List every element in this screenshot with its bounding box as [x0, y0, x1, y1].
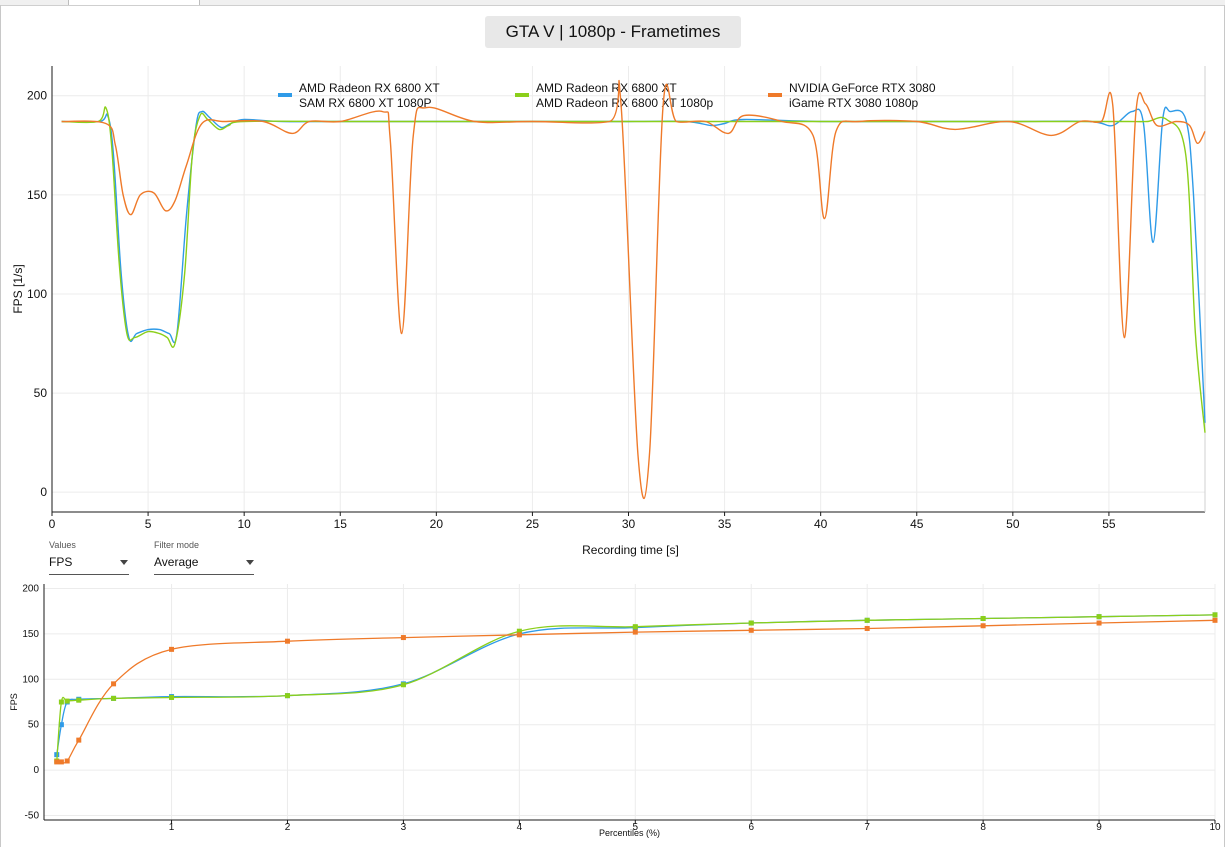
y-tick-label: 150 [27, 188, 47, 202]
legend-subtitle-3: iGame RTX 3080 1080p [789, 96, 919, 110]
pct-x-tick-label: 7 [864, 822, 870, 833]
pct-point-2 [1212, 612, 1218, 618]
x-tick-label: 45 [910, 517, 924, 531]
x-tick-label: 25 [526, 517, 540, 531]
x-tick-label: 35 [718, 517, 732, 531]
filter-mode-dropdown-underline [154, 574, 254, 575]
values-dropdown-underline [49, 574, 129, 575]
pct-point-3 [58, 759, 64, 765]
filter-mode-label: Filter mode [154, 540, 200, 550]
pct-y-tick-label: 150 [22, 629, 39, 640]
pct-x-tick-label: 4 [517, 822, 523, 833]
x-tick-label: 0 [49, 517, 56, 531]
x-tick-label: 15 [334, 517, 348, 531]
pct-x-tick-label: 8 [980, 822, 986, 833]
pct-x-tick-label: 9 [1096, 822, 1102, 833]
pct-point-3 [632, 629, 638, 635]
tab-strip [0, 0, 1225, 6]
pct-point-2 [516, 628, 522, 634]
pct-point-2 [1096, 614, 1102, 620]
y-tick-label: 50 [34, 386, 48, 400]
filter-mode-dropdown-value[interactable]: Average [154, 555, 199, 569]
pct-point-2 [169, 694, 175, 700]
pct-point-3 [284, 638, 290, 644]
legend-swatch-3 [768, 93, 782, 97]
y-tick-label: 100 [27, 287, 47, 301]
pct-series-line-1 [56, 614, 1216, 755]
pct-point-3 [400, 635, 406, 641]
pct-point-2 [864, 617, 870, 623]
y-tick-label: 200 [27, 89, 47, 103]
pct-point-3 [864, 625, 870, 631]
x-tick-label: 55 [1102, 517, 1116, 531]
pct-x-tick-label: 2 [285, 822, 291, 833]
pct-point-3 [76, 737, 82, 743]
pct-series-line-2 [56, 614, 1216, 762]
pct-point-2 [632, 624, 638, 630]
y-tick-label: 0 [40, 485, 47, 499]
pct-y-axis-title: FPS [9, 693, 19, 711]
pct-series-line-3 [56, 619, 1216, 764]
pct-x-tick-label: 1 [169, 822, 175, 833]
x-axis-title: Recording time [s] [582, 543, 679, 557]
legend-swatch-1 [278, 93, 292, 97]
pct-y-tick-label: 50 [28, 720, 40, 731]
pct-x-tick-label: 3 [401, 822, 407, 833]
x-tick-label: 50 [1006, 517, 1020, 531]
percentiles-chart: -50 0 50 100 150 200 1 2 3 4 5 6 7 8 9 10 Percentiles (%… [9, 584, 1221, 838]
pct-point-3 [516, 632, 522, 638]
pct-y-tick-label: 100 [22, 674, 39, 685]
legend-swatch-2 [515, 93, 529, 97]
pct-y-tick-label: 0 [33, 765, 39, 776]
legend-subtitle-2: AMD Radeon RX 6800 XT 1080p [536, 96, 714, 110]
frametimes-chart: 0 5 10 15 20 25 30 35 40 45 50 55 0 50 100 150 200 Record… [11, 66, 1206, 557]
pct-x-axis-title: Percentiles (%) [599, 828, 660, 838]
pct-point-2 [111, 695, 117, 701]
pct-point-3 [980, 623, 986, 629]
series-line-3 [61, 80, 1206, 500]
pct-point-3 [1096, 620, 1102, 626]
pct-point-2 [980, 615, 986, 621]
pct-point-3 [54, 759, 60, 765]
legend-name-3: NVIDIA GeForce RTX 3080 [789, 81, 936, 95]
legend-name-2: AMD Radeon RX 6800 XT [536, 81, 677, 95]
pct-point-1 [58, 722, 64, 728]
pct-y-tick-label: -50 [25, 810, 40, 821]
legend-name-1: AMD Radeon RX 6800 XT [299, 81, 440, 95]
chart-title: GTA V | 1080p - Frametimes [485, 16, 741, 48]
pct-x-tick-label: 6 [748, 822, 754, 833]
pct-point-2 [400, 682, 406, 688]
values-dropdown-value[interactable]: FPS [49, 555, 73, 569]
pct-x-tick-label: 5 [633, 822, 639, 833]
filter-mode-chevron-down-icon[interactable] [246, 560, 254, 565]
pct-point-2 [58, 699, 64, 705]
x-tick-label: 30 [622, 517, 636, 531]
pct-point-2 [64, 698, 70, 704]
pct-point-3 [1212, 617, 1218, 623]
pct-point-2 [284, 693, 290, 699]
x-tick-label: 20 [430, 517, 444, 531]
pct-point-3 [748, 627, 754, 633]
pct-y-tick-label: 200 [22, 584, 39, 595]
x-tick-label: 10 [237, 517, 251, 531]
values-chevron-down-icon[interactable] [120, 560, 128, 565]
pct-point-3 [169, 646, 175, 652]
legend-subtitle-1: SAM RX 6800 XT 1080P [299, 96, 432, 110]
tab-active[interactable] [68, 0, 200, 5]
pct-point-2 [748, 620, 754, 626]
y-axis-title: FPS [1/s] [11, 264, 25, 313]
values-label: Values [49, 540, 76, 550]
pct-point-3 [111, 681, 117, 687]
series-line-2 [61, 106, 1206, 433]
x-tick-label: 5 [145, 517, 152, 531]
pct-point-2 [76, 697, 82, 703]
pct-x-tick-label: 10 [1209, 822, 1221, 833]
x-tick-label: 40 [814, 517, 828, 531]
pct-point-3 [64, 758, 70, 764]
